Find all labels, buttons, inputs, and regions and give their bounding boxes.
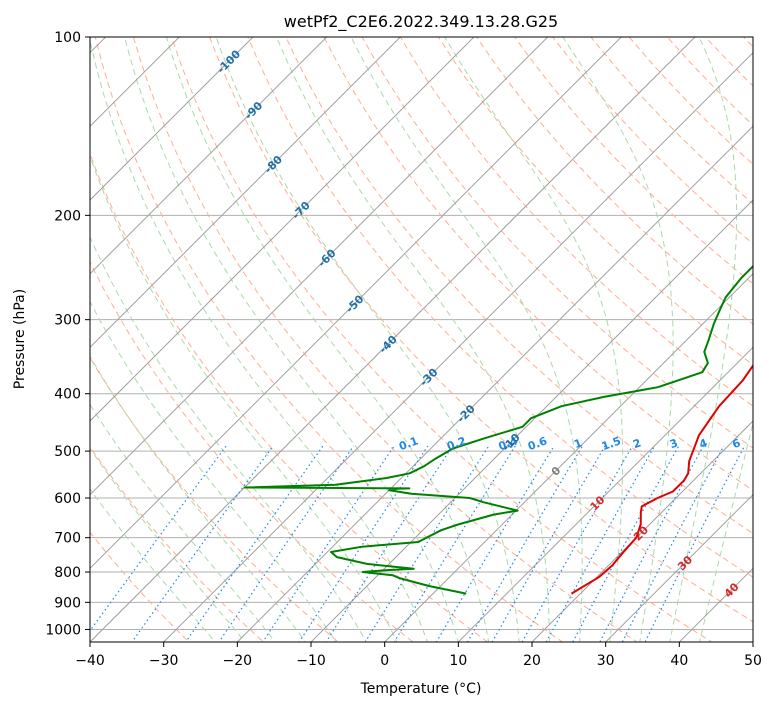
y-axis-label: Pressure (hPa) <box>12 289 28 389</box>
dry-adiabat-line <box>755 10 775 654</box>
y-tick-label: 700 <box>54 531 81 547</box>
y-tick-label: 300 <box>54 313 81 329</box>
y-tick-label: 1000 <box>45 622 81 638</box>
x-tick-label: −40 <box>75 653 105 669</box>
x-tick-label: 0 <box>380 653 389 669</box>
x-tick-label: 10 <box>449 653 467 669</box>
x-tick-label: 20 <box>523 653 541 669</box>
y-tick-label: 200 <box>54 208 81 224</box>
y-tick-label: 400 <box>54 387 81 403</box>
y-axis-ticks: 100 200 300 400 500 600 700 800 900 1000 <box>45 30 90 638</box>
isotherm-line <box>0 10 59 654</box>
y-tick-label: 500 <box>54 444 81 460</box>
x-tick-label: 50 <box>744 653 762 669</box>
x-axis-label: Temperature (°C) <box>360 681 482 697</box>
y-tick-label: 800 <box>54 565 81 581</box>
x-axis-ticks: −40 −30 −20 −10 0 10 20 30 40 50 <box>75 642 762 669</box>
chart-title: wetPf2_C2E6.2022.349.13.28.G25 <box>284 12 558 32</box>
y-tick-label: 600 <box>54 491 81 507</box>
y-tick-label: 100 <box>54 30 81 46</box>
x-tick-label: −10 <box>296 653 326 669</box>
mixing-ratio-label: 8 <box>760 436 772 451</box>
x-tick-label: 40 <box>670 653 688 669</box>
x-tick-label: −30 <box>149 653 179 669</box>
x-tick-label: 30 <box>597 653 615 669</box>
x-tick-label: −20 <box>223 653 253 669</box>
y-tick-label: 900 <box>54 595 81 611</box>
